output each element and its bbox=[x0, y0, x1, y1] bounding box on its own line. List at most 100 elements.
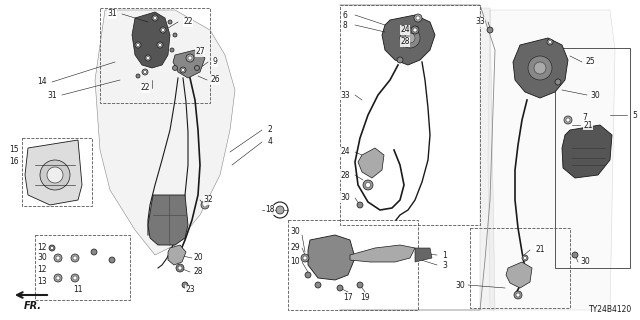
Circle shape bbox=[363, 180, 373, 190]
Text: 30: 30 bbox=[340, 194, 350, 203]
Polygon shape bbox=[95, 10, 235, 255]
Circle shape bbox=[414, 14, 422, 22]
Circle shape bbox=[145, 55, 151, 61]
Text: 7: 7 bbox=[582, 114, 588, 123]
Circle shape bbox=[56, 256, 60, 260]
Polygon shape bbox=[562, 125, 612, 178]
Circle shape bbox=[136, 44, 140, 46]
Circle shape bbox=[73, 276, 77, 280]
Text: 27: 27 bbox=[195, 47, 205, 57]
Circle shape bbox=[173, 66, 177, 70]
Text: 23: 23 bbox=[185, 285, 195, 294]
Polygon shape bbox=[488, 10, 615, 310]
Circle shape bbox=[91, 249, 97, 255]
Text: 29: 29 bbox=[290, 244, 300, 252]
Text: 22: 22 bbox=[183, 18, 193, 27]
Text: 28: 28 bbox=[193, 268, 203, 276]
Circle shape bbox=[73, 256, 77, 260]
Text: 33: 33 bbox=[475, 18, 485, 27]
Polygon shape bbox=[513, 38, 568, 98]
Text: 26: 26 bbox=[210, 76, 220, 84]
Circle shape bbox=[160, 27, 166, 33]
Text: 30: 30 bbox=[455, 281, 465, 290]
Circle shape bbox=[176, 264, 184, 272]
Circle shape bbox=[276, 206, 284, 214]
Polygon shape bbox=[132, 12, 170, 68]
Circle shape bbox=[170, 48, 174, 52]
Text: 21: 21 bbox=[535, 245, 545, 254]
Circle shape bbox=[357, 202, 363, 208]
Text: 22: 22 bbox=[140, 84, 150, 92]
Text: 24: 24 bbox=[400, 26, 410, 35]
Text: 15: 15 bbox=[9, 146, 19, 155]
Text: 5: 5 bbox=[632, 110, 637, 119]
Circle shape bbox=[397, 57, 403, 63]
Circle shape bbox=[186, 54, 194, 62]
Polygon shape bbox=[148, 195, 188, 245]
Text: 9: 9 bbox=[212, 58, 218, 67]
Circle shape bbox=[178, 266, 182, 270]
Text: 31: 31 bbox=[47, 91, 57, 100]
Circle shape bbox=[365, 182, 371, 188]
Text: 10: 10 bbox=[290, 258, 300, 267]
Text: 6: 6 bbox=[342, 11, 348, 20]
Polygon shape bbox=[415, 248, 432, 262]
Circle shape bbox=[47, 167, 63, 183]
Text: 12: 12 bbox=[37, 244, 47, 252]
Circle shape bbox=[337, 285, 343, 291]
Text: 8: 8 bbox=[342, 20, 348, 29]
Polygon shape bbox=[25, 140, 82, 205]
Text: 30: 30 bbox=[580, 258, 590, 267]
Text: 24: 24 bbox=[340, 148, 350, 156]
Circle shape bbox=[201, 201, 209, 209]
Circle shape bbox=[528, 56, 552, 80]
Circle shape bbox=[416, 16, 420, 20]
Circle shape bbox=[109, 257, 115, 263]
Circle shape bbox=[411, 26, 419, 34]
Text: 19: 19 bbox=[360, 293, 370, 302]
Circle shape bbox=[572, 252, 578, 258]
Circle shape bbox=[203, 203, 207, 207]
Circle shape bbox=[159, 44, 161, 46]
Polygon shape bbox=[168, 245, 186, 265]
Text: 30: 30 bbox=[290, 228, 300, 236]
Circle shape bbox=[188, 56, 192, 60]
Circle shape bbox=[182, 68, 184, 71]
Text: 32: 32 bbox=[203, 196, 213, 204]
Text: 21: 21 bbox=[583, 121, 593, 130]
Circle shape bbox=[357, 282, 363, 288]
Text: 33: 33 bbox=[340, 91, 350, 100]
Text: FR.: FR. bbox=[24, 301, 42, 311]
Circle shape bbox=[135, 42, 141, 48]
Text: 30: 30 bbox=[37, 253, 47, 262]
Circle shape bbox=[142, 69, 148, 75]
Text: 16: 16 bbox=[9, 157, 19, 166]
Circle shape bbox=[534, 62, 546, 74]
Text: 14: 14 bbox=[37, 77, 47, 86]
Text: 30: 30 bbox=[590, 91, 600, 100]
Circle shape bbox=[303, 256, 307, 260]
Circle shape bbox=[548, 41, 552, 44]
Circle shape bbox=[180, 67, 186, 73]
Text: 17: 17 bbox=[343, 293, 353, 302]
Circle shape bbox=[516, 293, 520, 297]
Circle shape bbox=[522, 255, 528, 261]
Circle shape bbox=[305, 272, 311, 278]
Text: 20: 20 bbox=[193, 253, 203, 262]
Circle shape bbox=[487, 27, 493, 33]
Circle shape bbox=[157, 42, 163, 48]
Circle shape bbox=[566, 118, 570, 122]
Circle shape bbox=[524, 257, 527, 260]
Circle shape bbox=[161, 28, 164, 31]
Polygon shape bbox=[480, 8, 495, 310]
Circle shape bbox=[547, 39, 553, 45]
Circle shape bbox=[40, 160, 70, 190]
Text: 1: 1 bbox=[443, 251, 447, 260]
Circle shape bbox=[152, 15, 158, 21]
Circle shape bbox=[154, 17, 157, 20]
Circle shape bbox=[51, 246, 54, 250]
Text: 31: 31 bbox=[107, 10, 117, 19]
Circle shape bbox=[168, 20, 172, 24]
Circle shape bbox=[413, 28, 417, 32]
Circle shape bbox=[54, 254, 62, 262]
